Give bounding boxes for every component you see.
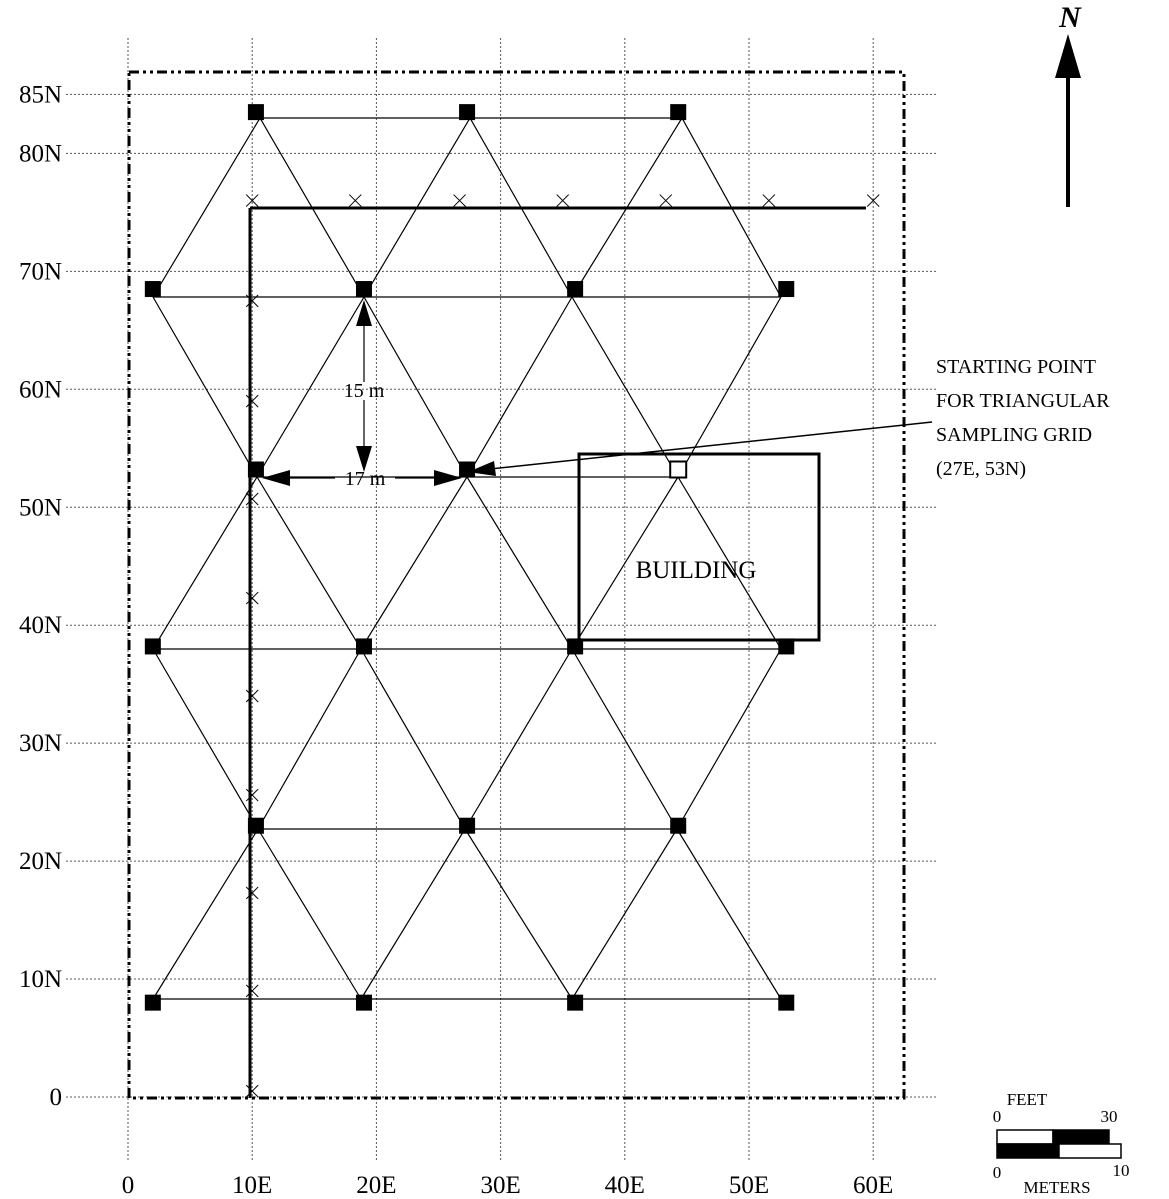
- scale-feet-label: FEET: [1007, 1090, 1048, 1109]
- transect-x-mark: [245, 492, 259, 506]
- x-tick-label: 40E: [605, 1172, 645, 1199]
- sampling-point: [567, 638, 584, 655]
- scale-meters-label: METERS: [1023, 1178, 1090, 1197]
- sampling-point: [144, 281, 161, 298]
- transect-x-mark: [453, 194, 466, 207]
- building-label: BUILDING: [636, 557, 757, 584]
- x-tick-label: 20E: [356, 1172, 396, 1199]
- arrowhead-up: [356, 300, 372, 326]
- sampling-point: [247, 817, 264, 834]
- x-tick-label: 10E: [232, 1172, 272, 1199]
- sampling-point: [459, 104, 476, 121]
- sampling-point: [567, 994, 584, 1011]
- sampling-point: [247, 104, 264, 121]
- y-tick-label: 70N: [19, 258, 62, 285]
- x-tick-label: 30E: [480, 1172, 520, 1199]
- y-tick-label: 40N: [19, 612, 62, 639]
- arrowhead-left: [262, 470, 290, 486]
- annotation-line-1: STARTING POINT: [936, 356, 1096, 378]
- transect-x-mark: [348, 194, 362, 207]
- sampling-point: [355, 994, 372, 1011]
- y-tick-label: 50N: [19, 494, 62, 521]
- sampling-point: [144, 994, 161, 1011]
- transect-x-mark: [245, 1084, 259, 1098]
- annotation-line-2: FOR TRIANGULAR: [936, 390, 1110, 412]
- transect-x-mark: [762, 194, 776, 207]
- sampling-point: [778, 994, 795, 1011]
- scale-bar: FEET 0 30 0 10 METERS: [993, 1090, 1130, 1197]
- site-boundary: [127, 70, 906, 1100]
- y-tick-label: 10N: [19, 966, 62, 993]
- sampling-point: [567, 281, 584, 298]
- transect-x-mark: [245, 689, 259, 703]
- y-tick-label: 80N: [19, 140, 62, 167]
- transect-x-mark: [866, 194, 880, 207]
- scale-segment-4: [1058, 1143, 1122, 1159]
- transect-x-mark: [245, 788, 259, 802]
- horizontal-spacing-label: 17 m: [345, 468, 386, 490]
- transect-x-mark: [556, 194, 570, 207]
- sampling-point: [778, 281, 795, 298]
- y-tick-label: 0: [50, 1084, 63, 1111]
- north-arrow-icon: [1055, 34, 1081, 78]
- scale-meters-start: 0: [993, 1163, 1002, 1182]
- arrowhead-right: [434, 470, 462, 486]
- grid-lines: [66, 38, 938, 1160]
- transect-x-mark: [245, 984, 259, 998]
- vertical-spacing-label: 15 m: [344, 380, 385, 402]
- annotation-line-4: (27E, 53N): [936, 458, 1026, 480]
- sampling-point: [355, 281, 372, 298]
- transect-x-mark: [245, 394, 259, 408]
- scale-feet-end: 30: [1101, 1107, 1118, 1126]
- sampling-point: [459, 461, 476, 478]
- sampling-point: [670, 817, 687, 834]
- x-tick-label: 50E: [729, 1172, 769, 1199]
- building-outline: [577, 452, 821, 642]
- sampling-point: [670, 104, 687, 121]
- transect-x-mark: [245, 194, 259, 207]
- scale-segment-2: [1052, 1129, 1110, 1145]
- scale-segment-3: [996, 1143, 1060, 1159]
- tick-labels: 0 10E 20E 30E 40E 50E 60E 0 10N 20N 30N 40N 50N 60N 70…: [19, 81, 893, 1199]
- y-tick-label: 60N: [19, 376, 62, 403]
- scale-meters-end: 10: [1113, 1161, 1130, 1180]
- sampling-point: [459, 817, 476, 834]
- scale-feet-start: 0: [993, 1107, 1002, 1126]
- arrowhead-down: [356, 446, 372, 472]
- sampling-point: [355, 638, 372, 655]
- leader-line: [489, 421, 933, 470]
- transect-x-mark: [245, 591, 259, 605]
- x-tick-label: 60E: [853, 1172, 893, 1199]
- annotation-line-3: SAMPLING GRID: [936, 424, 1092, 446]
- north-label: N: [1058, 1, 1082, 34]
- sampling-point: [778, 638, 795, 655]
- y-tick-label: 30N: [19, 730, 62, 757]
- transect-x-mark: [245, 886, 259, 900]
- starting-sampling-point: [669, 460, 688, 479]
- y-tick-label: 85N: [19, 81, 62, 108]
- leader-arrowhead: [468, 461, 496, 476]
- sampling-point: [247, 461, 264, 478]
- y-tick-label: 20N: [19, 848, 62, 875]
- scale-segment-1: [996, 1129, 1054, 1145]
- sampling-point: [144, 638, 161, 655]
- transect-x-mark: [659, 194, 673, 207]
- transect-marks: [245, 194, 880, 1098]
- sampling-points: [144, 104, 795, 1011]
- x-tick-label: 0: [122, 1172, 135, 1199]
